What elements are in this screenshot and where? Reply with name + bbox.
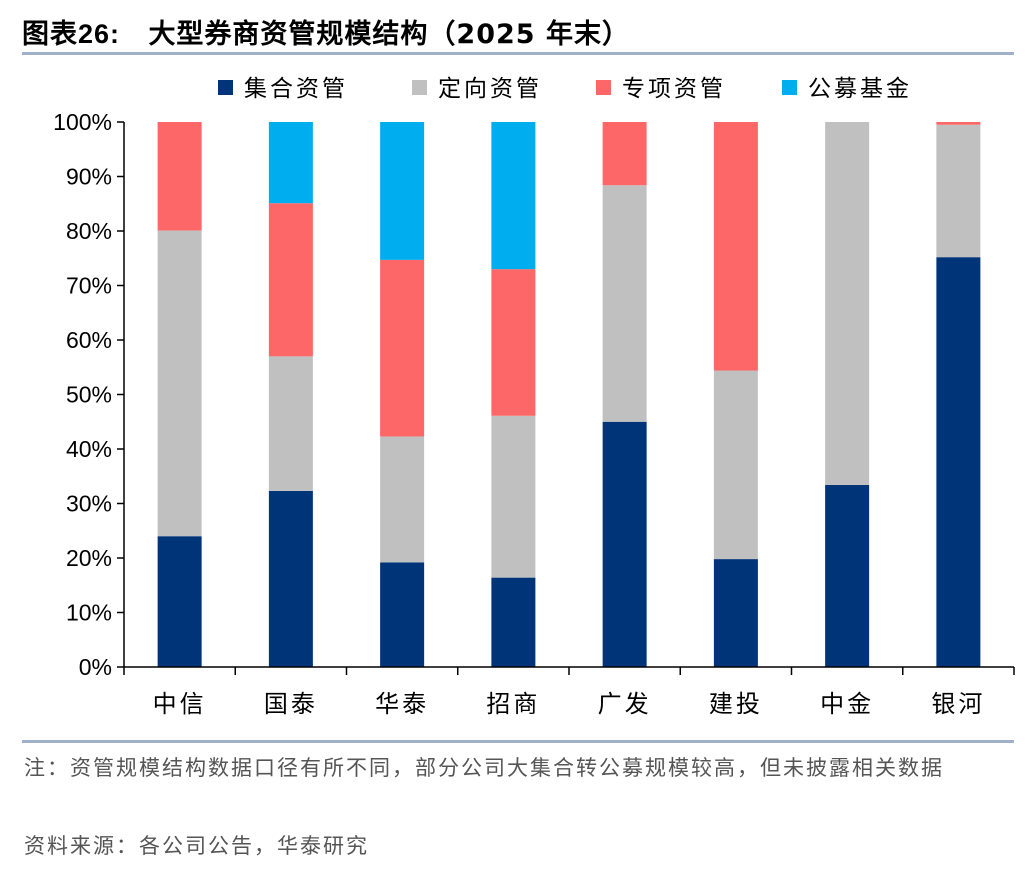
y-tick-label: 90%: [66, 164, 112, 190]
y-tick-label: 60%: [66, 327, 112, 353]
stacked-bar-chart: 集合资管 定向资管 专项资管 公募基金 中信 国泰 华泰 招商 广发 建投 中金 银河 0% 10% 20…: [53, 76, 1015, 718]
bar-2-series-2: [268, 356, 313, 491]
bar-4-series-2: [491, 415, 536, 578]
bar-1-series-3: [157, 122, 202, 231]
y-tick-label: 80%: [66, 218, 112, 244]
bar-2-series-1: [268, 490, 313, 667]
x-tick-label: 中金: [820, 690, 874, 718]
y-tick-label: 70%: [66, 273, 112, 299]
source-note: 资料来源：各公司公告，华泰研究: [24, 834, 369, 858]
bar-8-series-1: [936, 257, 981, 667]
x-tick-label: 招商: [486, 690, 540, 718]
y-tick-label: 100%: [53, 109, 112, 135]
x-tick-label: 中信: [153, 690, 207, 718]
figure-title-number: 26:: [78, 19, 121, 49]
legend: 集合资管 定向资管 专项资管 公募基金: [218, 76, 912, 102]
y-tick-label: 20%: [66, 545, 112, 571]
legend-label-4: 公募基金: [808, 76, 912, 102]
legend-swatch-3: [596, 80, 611, 95]
bar-3-series-4: [380, 122, 425, 260]
figure-title-text: 大型券商资管规模结构（2025 年末）: [148, 19, 630, 50]
bar-4-series-3: [491, 269, 536, 416]
bar-5-series-3: [602, 122, 647, 186]
bar-3-series-3: [380, 259, 425, 437]
x-tick-label: 华泰: [375, 690, 429, 718]
y-tick-label: 40%: [66, 436, 112, 462]
y-tick-label: 50%: [66, 382, 112, 408]
bar-7-series-2: [825, 122, 870, 485]
axes: 中信 国泰 华泰 招商 广发 建投 中金 银河 0% 10% 20% 30% 40% 50% 60% 70% 8…: [53, 109, 1015, 718]
x-tick-label: 国泰: [264, 690, 318, 718]
bar-1-series-1: [157, 536, 202, 667]
x-tick-label: 建投: [709, 690, 763, 718]
bar-4-series-4: [491, 122, 536, 270]
x-tick-label: 银河: [931, 690, 985, 718]
legend-swatch-4: [782, 80, 797, 95]
legend-swatch-2: [412, 80, 427, 95]
bar-5-series-2: [602, 185, 647, 422]
legend-label-1: 集合资管: [244, 76, 348, 102]
bar-6-series-3: [713, 122, 758, 371]
title-divider: [22, 52, 1014, 55]
legend-label-3: 专项资管: [622, 76, 726, 102]
y-tick-label: 10%: [66, 600, 112, 626]
bar-1-series-2: [157, 230, 202, 537]
bar-2-series-3: [268, 203, 313, 357]
y-tick-label: 0%: [79, 654, 112, 680]
bar-8-series-3: [936, 122, 981, 125]
bar-4-series-1: [491, 577, 536, 667]
bars: [157, 122, 981, 667]
bar-6-series-2: [713, 370, 758, 560]
bar-3-series-2: [380, 436, 425, 563]
x-tick-label: 广发: [598, 690, 652, 718]
bar-6-series-1: [713, 559, 758, 667]
footer-divider: [22, 740, 1014, 743]
footnote: 注：资管规模结构数据口径有所不同，部分公司大集合转公募规模较高，但未披露相关数据: [24, 756, 944, 780]
y-tick-label: 30%: [66, 491, 112, 517]
bar-8-series-2: [936, 124, 981, 258]
bar-3-series-1: [380, 562, 425, 667]
figure-title: 图表26: 大型券商资管规模结构（2025 年末）: [22, 12, 630, 51]
figure-title-prefix: 图表: [22, 19, 78, 50]
bar-5-series-1: [602, 421, 647, 667]
legend-label-2: 定向资管: [438, 76, 542, 102]
bar-2-series-4: [268, 122, 313, 204]
bar-7-series-1: [825, 484, 870, 667]
legend-swatch-1: [218, 80, 233, 95]
